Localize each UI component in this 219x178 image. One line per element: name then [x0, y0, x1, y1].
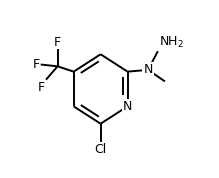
Text: NH$_2$: NH$_2$	[159, 35, 184, 50]
Text: N: N	[123, 100, 132, 113]
Text: F: F	[38, 80, 45, 94]
Text: N: N	[143, 63, 153, 76]
Text: F: F	[33, 58, 40, 71]
Text: F: F	[54, 35, 61, 48]
Text: Cl: Cl	[94, 143, 107, 156]
